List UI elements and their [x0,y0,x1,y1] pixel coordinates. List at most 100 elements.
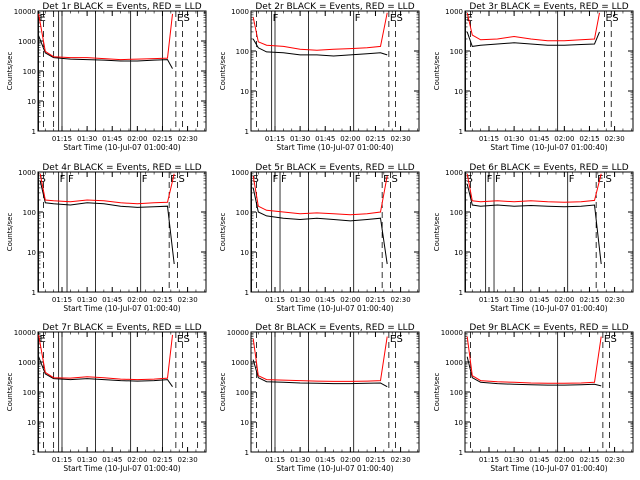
y-tick-label: 10000 [14,8,36,16]
series-events-line [252,38,388,57]
x-tick-label: 01:45 [315,135,335,143]
plot-frame [250,171,420,293]
series-events-line [38,356,173,387]
x-axis-label: Start Time (10-Jul-07 01:00:40) [63,304,180,313]
x-tick-label: 01:30 [504,456,524,464]
y-axis-label: Counts/sec [433,213,441,252]
x-axis-label: Start Time (10-Jul-07 01:00:40) [490,143,607,152]
series-events-line [39,180,175,265]
x-tick-label: 02:30 [390,296,410,304]
y-tick-label: 1000 [231,169,249,177]
event-marker-label: E [177,13,183,24]
series-lld-line [38,334,173,381]
x-tick-label: 01:30 [504,296,524,304]
series-events-line [38,35,173,69]
x-tick-label: 01:45 [529,456,549,464]
x-tick-label: 02:15 [152,456,172,464]
x-tick-label: 01:15 [265,135,285,143]
panel-det-2: Det 2r BLACK = Events, RED = LLD 1 10 100 10… [219,2,420,152]
x-tick-label: 01:15 [479,456,499,464]
event-marker-label: F [68,174,74,185]
event-marker-label: F [273,174,279,185]
x-tick-label: 02:15 [579,135,599,143]
event-marker-label: E [606,13,612,24]
plot-frame [37,331,207,453]
plot-frame [464,331,634,453]
x-axis-label: Start Time (10-Jul-07 01:00:40) [490,464,607,473]
x-tick-label: 02:30 [604,296,624,304]
y-tick-label: 1 [32,449,36,457]
x-tick-label: 02:00 [340,296,360,304]
x-tick-label: 02:00 [340,135,360,143]
x-tick-label: 01:45 [529,135,549,143]
series-events-line [252,359,388,388]
y-tick-label: 1 [32,128,36,136]
event-marker-label: E [390,13,396,24]
x-axis-label: Start Time (10-Jul-07 01:00:40) [63,464,180,473]
panel-det-4: Det 4r BLACK = Events, RED = LLD 1 10 100 10… [6,163,207,313]
event-marker-label: S [253,174,259,185]
event-marker-label: S [397,334,403,345]
x-tick-label: 01:45 [529,296,549,304]
y-tick-label: 10 [240,88,249,96]
y-tick-label: 100 [450,389,463,397]
series-lld-line [252,336,388,382]
y-tick-label: 100 [23,68,36,76]
y-tick-label: 100 [450,48,463,56]
y-tick-label: 1000 [445,169,463,177]
chart-title: Det 9r BLACK = Events, RED = LLD [469,323,628,333]
panel-det-6: Det 6r BLACK = Events, RED = LLD 1 10 100 10… [433,163,634,313]
x-tick-label: 01:45 [102,456,122,464]
x-tick-label: 01:45 [315,456,335,464]
plot-frame [464,171,634,293]
event-marker-label: E [467,13,473,24]
event-marker-label: F [355,13,361,24]
y-tick-label: 1000 [231,8,249,16]
y-axis-label: Counts/sec [219,373,227,412]
panel-det-3: Det 3r BLACK = Events, RED = LLD 1 10 100 10… [433,2,634,152]
event-marker-label: E [40,13,46,24]
x-tick-label: 02:15 [365,296,385,304]
x-tick-label: 02:00 [127,296,147,304]
series-events-line [466,183,602,265]
event-marker-label: S [179,174,185,185]
plot-frame [37,171,207,293]
panel-det-8: Det 8r BLACK = Events, RED = LLD 1 10 100 10… [219,323,420,473]
chart-title: Det 3r BLACK = Events, RED = LLD [469,2,628,12]
x-tick-label: 01:30 [290,135,310,143]
event-marker-label: F [281,174,287,185]
x-tick-label: 01:15 [52,135,72,143]
x-tick-label: 02:00 [340,456,360,464]
y-tick-label: 10 [454,249,463,257]
event-marker-label: S [40,174,46,185]
x-tick-label: 02:00 [554,456,574,464]
y-axis-label: Counts/sec [6,52,14,91]
event-marker-label: F [569,174,575,185]
x-tick-label: 01:30 [290,456,310,464]
event-marker-label: S [606,174,612,185]
y-tick-label: 10000 [14,329,36,337]
x-tick-label: 01:30 [504,135,524,143]
x-tick-label: 01:15 [479,296,499,304]
x-tick-label: 02:30 [604,135,624,143]
y-tick-label: 1 [245,289,249,297]
event-marker-label: S [184,334,190,345]
panel-det-9: Det 9r BLACK = Events, RED = LLD 1 10 100 10… [433,323,634,473]
event-marker-label: F [60,174,66,185]
y-tick-label: 1000 [18,359,36,367]
x-tick-label: 02:15 [365,456,385,464]
series-events-line [466,31,600,47]
plot-frame [37,10,207,132]
event-marker-label: E [604,334,610,345]
x-tick-label: 01:45 [315,296,335,304]
x-tick-label: 01:30 [77,456,97,464]
y-axis-label: Counts/sec [6,373,14,412]
y-tick-label: 10000 [227,329,249,337]
event-marker-label: F [273,13,279,24]
y-tick-label: 10 [454,419,463,427]
event-marker-label: S [611,334,617,345]
series-lld-line [466,173,602,203]
y-axis-label: Counts/sec [219,52,227,91]
y-tick-label: 100 [236,48,249,56]
